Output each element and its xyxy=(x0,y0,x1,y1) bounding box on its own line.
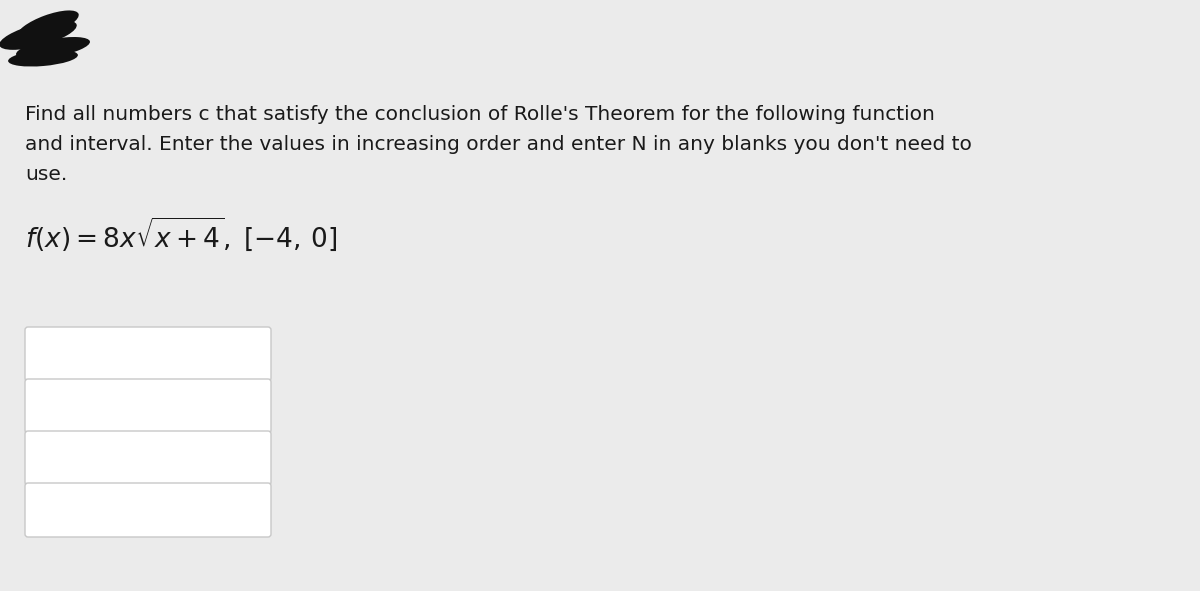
FancyBboxPatch shape xyxy=(25,483,271,537)
Ellipse shape xyxy=(17,11,79,40)
Text: $f(x) = 8x\sqrt{x + 4},\;[-4,\,0]$: $f(x) = 8x\sqrt{x + 4},\;[-4,\,0]$ xyxy=(25,215,337,253)
Text: Find all numbers c that satisfy the conclusion of Rolle's Theorem for the follow: Find all numbers c that satisfy the conc… xyxy=(25,105,935,124)
Ellipse shape xyxy=(16,37,90,59)
Text: use.: use. xyxy=(25,165,67,184)
Text: and interval. Enter the values in increasing order and enter N in any blanks you: and interval. Enter the values in increa… xyxy=(25,135,972,154)
FancyBboxPatch shape xyxy=(25,379,271,433)
FancyBboxPatch shape xyxy=(25,327,271,381)
Ellipse shape xyxy=(8,50,78,67)
Ellipse shape xyxy=(0,20,77,50)
FancyBboxPatch shape xyxy=(25,431,271,485)
